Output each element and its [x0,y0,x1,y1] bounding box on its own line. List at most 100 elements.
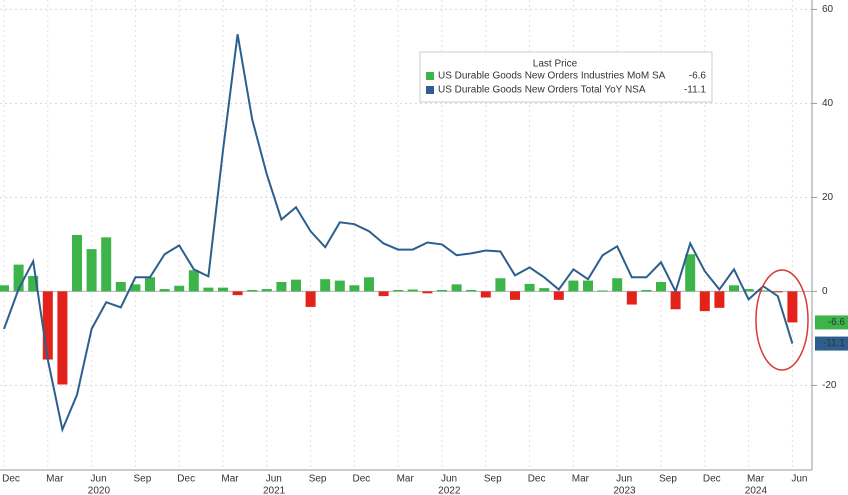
bar [378,291,389,297]
bar [42,291,53,360]
bar [699,291,710,312]
bar [334,280,345,292]
last-value-tag [815,336,848,351]
bar [553,291,564,300]
y-tick-label: 40 [822,98,834,109]
bar [130,284,141,292]
legend: Last Price US Durable Goods New Orders I… [419,51,713,103]
bar [393,289,404,292]
x-tick-label: Jun [266,474,282,485]
bar [101,237,112,292]
bar [612,278,623,292]
x-tick-label: Jun [441,474,457,485]
bar [451,284,462,292]
bar [159,289,170,292]
x-tick-label: Dec [2,474,20,485]
bar [0,285,9,292]
bar [480,291,491,298]
x-tick-label: Jun [91,474,107,485]
bar [203,287,214,292]
x-tick-label: Sep [309,474,327,485]
last-value-tag [815,315,848,330]
bar [772,291,783,293]
x-tick-label: Jun [791,474,807,485]
line [3,34,794,433]
bar [743,289,754,292]
bar [28,275,39,292]
bar [145,277,155,292]
bar [495,278,506,292]
bar [115,282,126,292]
bar [787,291,798,323]
bar [188,270,199,292]
year-label: 2022 [438,486,461,495]
bar [72,235,82,292]
x-tick-label: Mar [221,474,239,485]
bar [232,291,243,296]
bar [291,279,301,292]
bar [656,282,666,292]
bar [539,288,550,292]
bar [218,287,228,292]
bar [583,280,593,292]
marks [0,34,798,433]
bar [276,282,287,292]
highlight-ellipse [755,269,809,371]
x-tick-label: Sep [484,474,502,485]
x-tick-label: Dec [353,474,371,485]
bar [174,285,185,292]
bar [626,291,637,305]
x-tick-label: Dec [177,474,195,485]
legend-label: US Durable Goods New Orders Total YoY NS… [438,85,646,96]
legend-value: -11.1 [684,85,706,96]
bar [261,289,272,292]
x-tick-label: Dec [528,474,546,485]
y-tick-label: 20 [822,192,834,203]
year-label: 2024 [745,486,768,495]
x-tick-label: Jun [616,474,632,485]
bar [568,280,579,292]
y-tick-label: 60 [822,4,834,15]
bar [758,290,769,292]
year-label: 2020 [88,486,111,495]
bar [349,285,360,292]
bar [305,291,316,307]
legend-label: US Durable Goods New Orders Industries M… [438,71,666,82]
legend-title: Last Price [533,59,578,70]
y-tick-label: 0 [822,286,828,297]
bar [422,291,433,294]
legend-value: -6.6 [689,71,707,82]
bar [364,277,374,292]
last-value-label: -6.6 [828,317,846,328]
bar [13,264,24,292]
x-tick-label: Sep [659,474,677,485]
x-tick-label: Mar [397,474,415,485]
bar [510,291,520,300]
bar [57,291,68,385]
x-tick-label: Mar [747,474,765,485]
year-label: 2023 [613,486,636,495]
bar [466,289,477,292]
last-value-label: -11.1 [823,338,845,349]
bar [670,291,681,310]
legend-swatch [426,72,434,80]
x-tick-label: Dec [703,474,721,485]
x-tick-label: Mar [46,474,64,485]
bar [320,279,331,292]
bar [407,289,418,292]
legend-swatch [426,86,434,94]
bar [524,283,535,292]
x-tick-label: Sep [134,474,152,485]
y-tick-label: -20 [822,380,837,391]
bar [641,289,652,292]
bar [437,289,447,292]
bar [729,285,739,292]
x-tick-label: Mar [572,474,590,485]
grid [0,0,812,470]
year-label: 2021 [263,486,286,495]
legend-box [419,51,713,103]
bar [247,289,258,292]
bar [597,290,608,292]
